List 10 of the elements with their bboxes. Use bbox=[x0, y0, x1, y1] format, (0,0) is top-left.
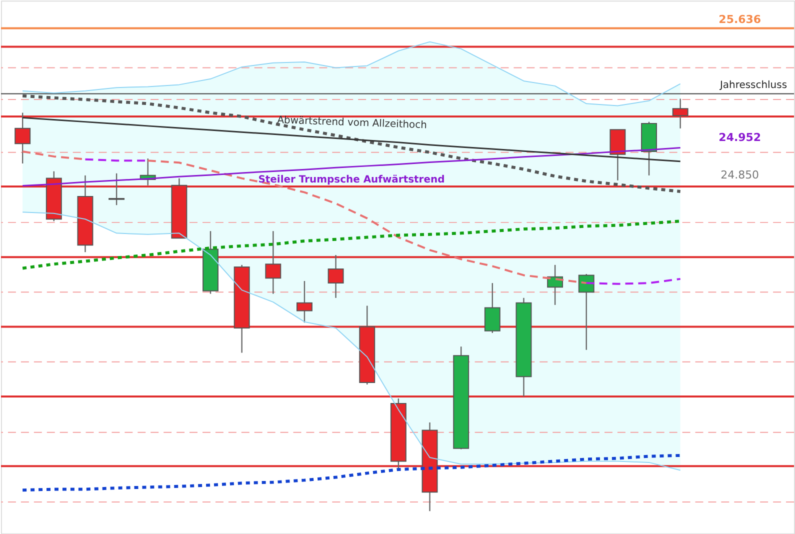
candlestick bbox=[108, 172, 125, 206]
candlestick bbox=[578, 273, 594, 350]
candlestick bbox=[484, 282, 500, 334]
ref-line-label: Jahresschluss bbox=[718, 80, 788, 91]
candlestick bbox=[296, 280, 312, 324]
series-label: Steiler Trumpsche Aufwärtstrend bbox=[258, 174, 445, 186]
text: 24.850 bbox=[720, 168, 760, 182]
series-label: Abwärtstrend vom Allzeithoch bbox=[276, 114, 428, 132]
text: 24.952 bbox=[718, 130, 762, 144]
text: 25.636 bbox=[718, 13, 762, 26]
